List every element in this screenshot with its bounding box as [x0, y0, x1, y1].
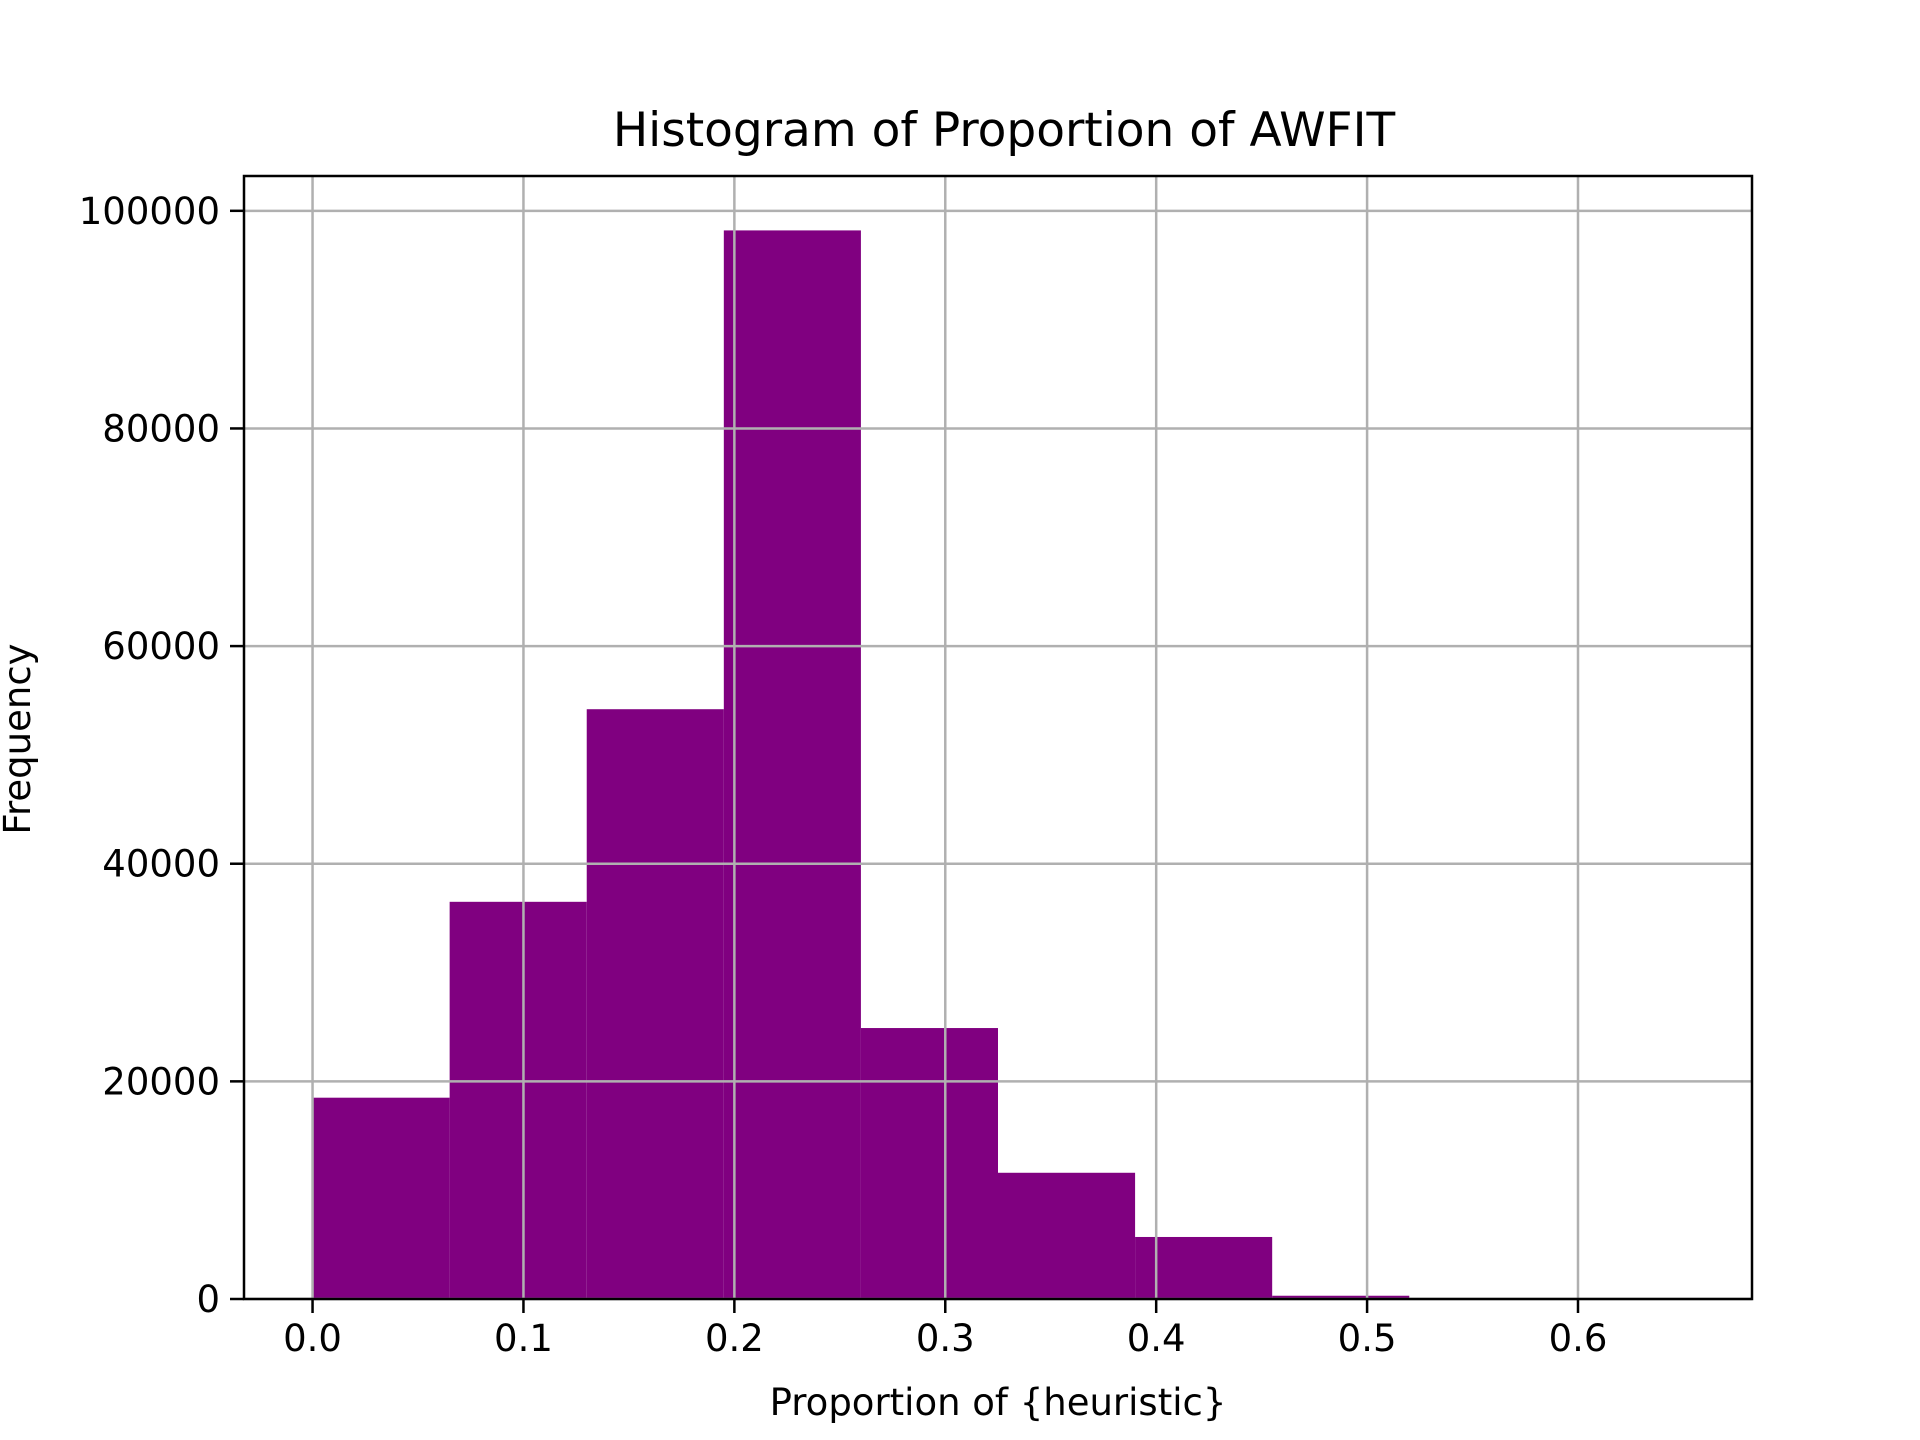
- x-tick-label: 0.1: [494, 1317, 553, 1360]
- y-tick-label: 60000: [102, 625, 220, 668]
- histogram-bar: [1135, 1236, 1273, 1299]
- histogram-bar: [860, 1028, 998, 1299]
- chart-title: Histogram of Proportion of AWFIT: [613, 103, 1396, 158]
- x-tick-label: 0.2: [705, 1317, 764, 1360]
- y-tick-label: 20000: [102, 1060, 220, 1103]
- grid: [244, 176, 1752, 1301]
- plot-frame: [242, 174, 1754, 1301]
- axis-ticks: [230, 209, 1580, 1313]
- x-tick-label: 0.4: [1127, 1317, 1186, 1360]
- y-tick-label: 0: [196, 1278, 220, 1321]
- y-axis-label: Frequency: [0, 643, 39, 834]
- histogram-bar: [449, 901, 587, 1299]
- y-tick-label: 80000: [102, 407, 220, 450]
- histogram-bars: [312, 230, 1410, 1299]
- histogram-bar: [1272, 1295, 1410, 1299]
- x-axis-label: Proportion of {heuristic}: [770, 1381, 1227, 1424]
- x-tick-label: 0.6: [1549, 1317, 1608, 1360]
- histogram-bar: [723, 230, 861, 1299]
- x-tick-label: 0.0: [283, 1317, 342, 1360]
- y-tick-label: 100000: [79, 190, 220, 233]
- histogram-bar: [312, 1097, 450, 1299]
- x-tick-label: 0.3: [916, 1317, 975, 1360]
- axis-tick-labels: 0.0 0.1 0.2 0.3 0.4 0.5 0.6 0 20000 40000 60000 800…: [79, 190, 1608, 1360]
- histogram-bar: [586, 709, 724, 1299]
- histogram-bar: [998, 1172, 1136, 1299]
- y-tick-label: 40000: [102, 843, 220, 886]
- x-tick-label: 0.5: [1338, 1317, 1397, 1360]
